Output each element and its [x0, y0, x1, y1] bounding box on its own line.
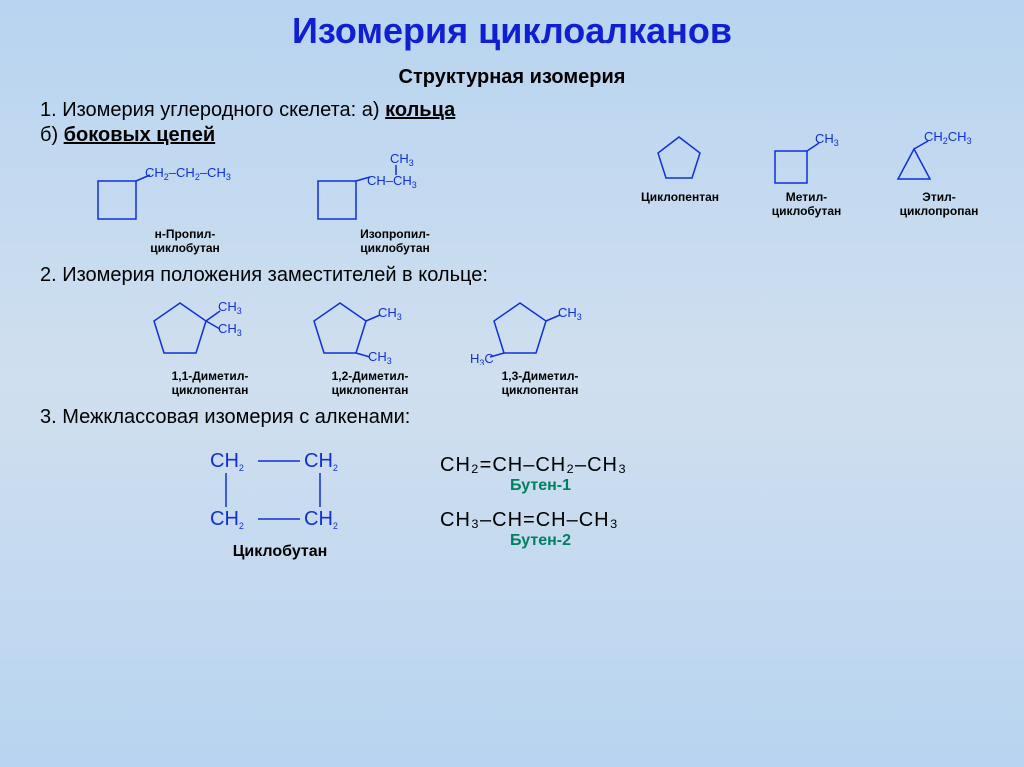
position-isomers-row: CH3 CH3 1,1-Диметил- циклопентан CH3 CH3… — [150, 293, 984, 398]
slide-subtitle: Структурная изомерия — [40, 66, 984, 89]
svg-text:CH2: CH2 — [210, 450, 244, 473]
butene-1-name: Бутен-1 — [510, 477, 571, 495]
slide-title: Изомерия циклоалканов — [40, 10, 984, 52]
butene-2-name: Бутен-2 — [510, 532, 571, 550]
svg-text:CH2: CH2 — [304, 450, 338, 473]
svg-text:CH3: CH3 — [390, 153, 414, 168]
cyclopentane: Циклопентан — [641, 131, 719, 204]
svg-text:CH2: CH2 — [210, 508, 244, 531]
svg-text:CH3: CH3 — [368, 349, 392, 365]
isopropylcyclobutane: CH3 CH–CH3 Изопропил- циклобутан — [310, 153, 480, 256]
n-propylcyclobutane: CH2–CH2–CH3 н-Пропил- циклобутан — [90, 153, 280, 256]
ethylcyclopropane: CH2CH3 Этил- циклопропан — [894, 131, 984, 219]
svg-text:H3C: H3C — [470, 351, 494, 365]
svg-text:CH3: CH3 — [218, 321, 242, 338]
1-3-dimethylcyclopentane: CH3 H3C 1,3-Диметил- циклопентан — [470, 293, 610, 398]
butenes-col: CH₂=CH–CH₂–CH₃ Бутен-1 CH₃–CH=CH–CH₃ Бут… — [440, 454, 627, 550]
svg-text:CH2: CH2 — [304, 508, 338, 531]
ring-isomers-row: Циклопентан CH3 Метил- циклобутан CH2CH3… — [641, 131, 984, 219]
1-1-dimethylcyclopentane: CH3 CH3 1,1-Диметил- циклопентан — [150, 293, 270, 398]
1-2-dimethylcyclopentane: CH3 CH3 1,2-Диметил- циклопентан — [310, 293, 430, 398]
svg-text:CH3: CH3 — [218, 299, 242, 316]
svg-text:CH2–CH2–CH3: CH2–CH2–CH3 — [145, 165, 231, 182]
cyclobutane-skeletal: CH2 CH2 CH2 CH2 Циклобутан — [190, 443, 370, 561]
section-1-line-a: 1. Изомерия углеродного скелета: а) коль… — [40, 99, 984, 122]
methylcyclobutane: CH3 Метил- циклобутан — [769, 131, 844, 219]
svg-text:CH3: CH3 — [378, 305, 402, 322]
svg-text:CH3: CH3 — [558, 305, 582, 322]
svg-text:CH–CH3: CH–CH3 — [367, 173, 417, 190]
svg-text:CH2CH3: CH2CH3 — [924, 131, 972, 146]
svg-text:CH3: CH3 — [815, 131, 839, 148]
section-2: 2. Изомерия положения заместителей в кол… — [40, 264, 984, 287]
section-3: 3. Межклассовая изомерия с алкенами: — [40, 406, 984, 429]
interclass-row: CH2 CH2 CH2 CH2 Циклобутан CH₂=CH–CH₂–CH… — [190, 443, 984, 561]
butene-2-formula: CH₃–CH=CH–CH₃ — [440, 509, 619, 532]
butene-1-formula: CH₂=CH–CH₂–CH₃ — [440, 454, 627, 477]
